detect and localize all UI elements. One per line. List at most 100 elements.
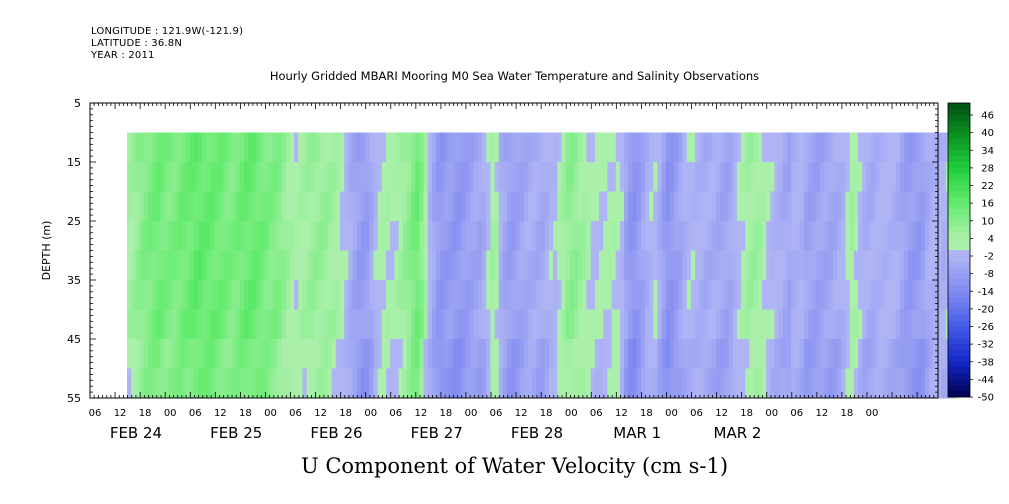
heat-cell: [757, 368, 763, 399]
heat-cell: [858, 280, 863, 310]
heat-cell: [348, 132, 354, 163]
heat-cell: [352, 221, 358, 251]
heat-cell: [206, 339, 212, 369]
heat-cell: [306, 280, 312, 310]
heat-cell: [394, 250, 400, 281]
heat-cell: [569, 162, 575, 192]
heat-cell: [578, 132, 583, 163]
heat-cell: [377, 191, 383, 222]
heat-cell: [636, 191, 642, 222]
heat-cell: [678, 162, 684, 192]
heat-cell: [649, 309, 654, 340]
heat-cell: [164, 132, 170, 163]
heat-cell: [369, 162, 374, 192]
heat-cell: [553, 221, 558, 251]
heat-cell: [340, 280, 345, 310]
heat-cell: [682, 221, 688, 251]
heat-cell: [260, 250, 266, 281]
heat-cell: [787, 309, 792, 340]
heat-cell: [670, 221, 675, 251]
heat-cell: [845, 339, 851, 369]
heat-cell: [532, 368, 537, 399]
heat-cell: [711, 191, 717, 222]
heat-cell: [348, 191, 354, 222]
heat-cell: [845, 162, 851, 192]
heat-cell: [891, 250, 897, 281]
heat-cell: [515, 250, 521, 281]
heat-cell: [611, 368, 617, 399]
heat-cell: [448, 191, 454, 222]
heat-cell: [231, 309, 237, 340]
heat-cell: [837, 339, 842, 369]
heat-cell: [143, 309, 149, 340]
heat-cell: [398, 309, 404, 340]
heat-cell: [314, 191, 320, 222]
heat-cell: [565, 309, 571, 340]
x-tick-label: 12: [214, 408, 227, 419]
heat-cell: [707, 221, 713, 251]
heat-cell: [569, 368, 575, 399]
heat-cell: [757, 280, 763, 310]
heat-cell: [344, 309, 349, 340]
heat-cell: [306, 339, 312, 369]
heat-cell: [716, 221, 721, 251]
colorbar-segment: [948, 250, 970, 257]
heat-cell: [887, 368, 892, 399]
heat-cell: [419, 339, 425, 369]
heat-cell: [824, 191, 830, 222]
heat-cell: [365, 309, 370, 340]
heat-cell: [849, 191, 855, 222]
colorbar-segment: [948, 161, 970, 169]
heat-cell: [674, 368, 679, 399]
heat-cell: [486, 191, 491, 222]
heat-cell: [670, 339, 675, 369]
heat-cell: [486, 162, 491, 192]
heat-cell: [870, 132, 876, 163]
heat-cell: [686, 162, 692, 192]
heat-cell: [766, 132, 771, 163]
heat-cell: [578, 162, 583, 192]
heat-cell: [306, 132, 312, 163]
heat-cell: [665, 221, 671, 251]
heat-cell: [724, 162, 730, 192]
colorbar-label: -14: [978, 287, 994, 298]
heat-cell: [189, 309, 195, 340]
heat-cell: [327, 132, 333, 163]
x-tick-label: 12: [414, 408, 427, 419]
heat-cell: [615, 339, 621, 369]
heat-cell: [866, 309, 872, 340]
heat-cell: [482, 191, 487, 222]
heat-cell: [745, 280, 750, 310]
heat-cell: [340, 339, 345, 369]
heat-cell: [849, 162, 855, 192]
heat-cell: [214, 221, 220, 251]
heat-cell: [231, 339, 237, 369]
heat-cell: [210, 280, 216, 310]
heat-cell: [824, 162, 830, 192]
x-tick-label: 06: [289, 408, 302, 419]
heat-cell: [239, 250, 245, 281]
heat-cell: [277, 221, 283, 251]
heat-cell: [528, 132, 533, 163]
heat-cell: [415, 132, 420, 163]
heat-cell: [632, 339, 638, 369]
heat-cell: [394, 368, 400, 399]
heat-cell: [427, 280, 433, 310]
heat-cell: [185, 250, 191, 281]
heat-cell: [348, 309, 354, 340]
heat-cell: [431, 250, 437, 281]
heat-cell: [544, 162, 550, 192]
heat-cell: [239, 339, 245, 369]
heat-cell: [269, 339, 274, 369]
heat-cell: [235, 280, 241, 310]
heat-cell: [135, 368, 141, 399]
heat-cell: [152, 309, 157, 340]
heat-cell: [557, 280, 562, 310]
heat-cell: [198, 162, 203, 192]
heat-cell: [644, 309, 650, 340]
heat-cell: [260, 339, 266, 369]
heat-cell: [172, 162, 178, 192]
heat-cell: [787, 162, 792, 192]
heat-cell: [536, 280, 542, 310]
heat-cell: [878, 221, 884, 251]
